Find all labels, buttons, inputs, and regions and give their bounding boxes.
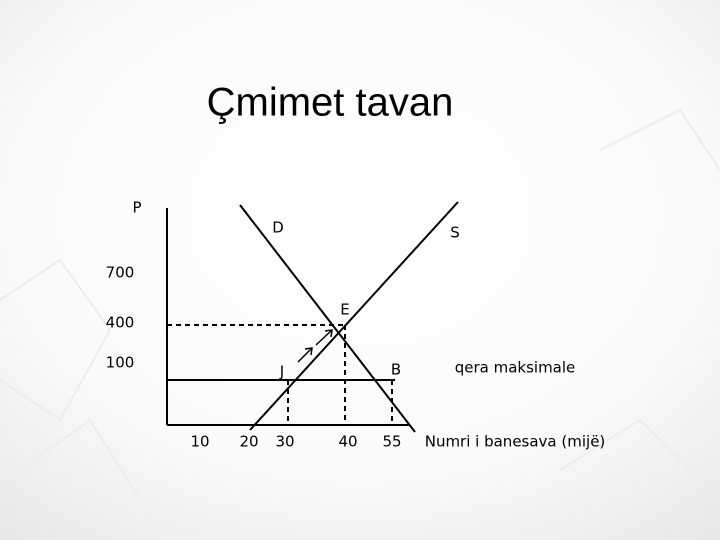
point-j-label: J xyxy=(279,363,284,381)
quantity-label: 20 xyxy=(239,433,258,451)
demand-label: D xyxy=(272,219,284,237)
background-pattern xyxy=(0,108,720,501)
x-axis-label: Numri i banesava (mijë) xyxy=(425,433,606,451)
quantity-label: 55 xyxy=(382,433,401,451)
price-label: 400 xyxy=(106,314,135,332)
quantity-label: 30 xyxy=(275,433,294,451)
point-b-label: B xyxy=(391,361,401,379)
arrows xyxy=(297,329,333,363)
price-label: 100 xyxy=(106,354,135,372)
ceiling-label: qera maksimale xyxy=(455,359,576,377)
price-label: 700 xyxy=(106,264,135,282)
quantity-label: 40 xyxy=(338,433,357,451)
y-axis-label: P xyxy=(132,199,141,217)
quantity-label: 10 xyxy=(190,433,209,451)
supply-label: S xyxy=(450,224,460,242)
equilibrium-label: E xyxy=(340,301,349,319)
title: Çmimet tavan xyxy=(207,81,454,125)
demand-line xyxy=(239,204,416,433)
supply-line xyxy=(249,201,459,431)
